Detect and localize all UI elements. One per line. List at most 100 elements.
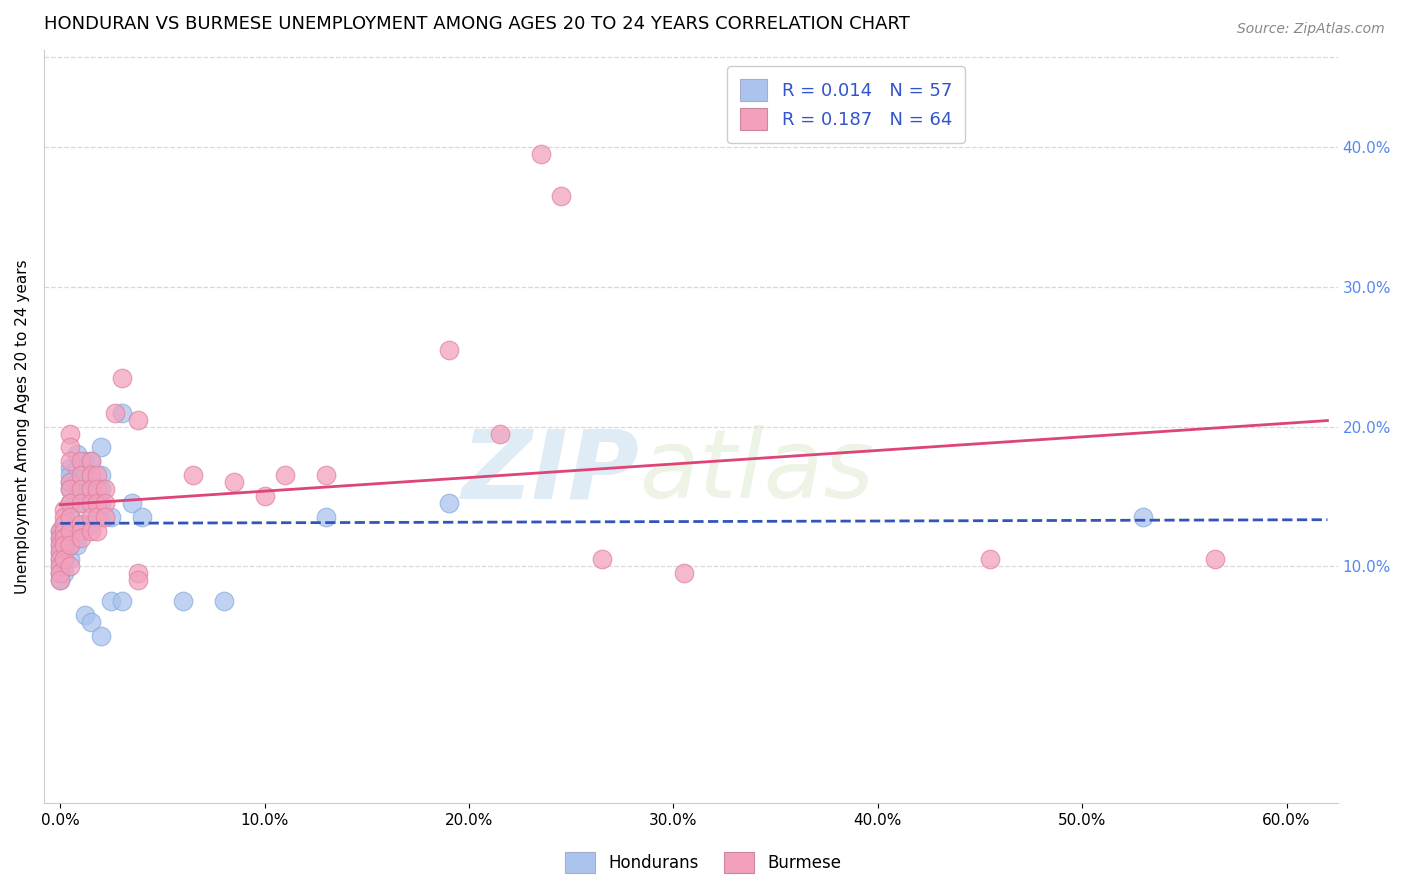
Point (69, 468, 91, 483)
Text: Source: ZipAtlas.com: Source: ZipAtlas.com (1237, 22, 1385, 37)
Point (49, 552, 72, 566)
Point (69, 524, 91, 538)
Point (59, 475, 82, 490)
Point (73, 496, 96, 510)
Point (49, 573, 72, 587)
Point (90, 468, 112, 483)
Text: ZIP: ZIP (461, 425, 638, 518)
Point (49, 524, 72, 538)
Point (49, 531, 72, 545)
Point (86, 483, 108, 497)
Point (59, 538, 82, 552)
Point (529, 147, 551, 161)
Point (80, 510, 103, 524)
Point (80, 496, 103, 510)
Point (80, 615, 103, 629)
Point (979, 552, 1001, 566)
Point (80, 517, 103, 532)
Point (65, 447, 87, 461)
Point (127, 566, 149, 580)
Point (121, 496, 143, 510)
Text: HONDURAN VS BURMESE UNEMPLOYMENT AMONG AGES 20 TO 24 YEARS CORRELATION CHART: HONDURAN VS BURMESE UNEMPLOYMENT AMONG A… (44, 15, 910, 33)
Point (212, 594, 235, 608)
Point (69, 454, 91, 468)
Point (80, 468, 103, 483)
Point (59, 468, 82, 483)
Point (80, 468, 103, 483)
Point (59, 475, 82, 490)
Point (172, 594, 194, 608)
Point (488, 426, 510, 441)
Point (59, 496, 82, 510)
Point (65, 461, 87, 475)
Point (53, 531, 76, 545)
Point (59, 461, 82, 475)
Point (94, 510, 117, 524)
Point (49, 524, 72, 538)
Point (131, 510, 153, 524)
Point (672, 566, 695, 580)
Point (80, 454, 103, 468)
Point (73, 607, 96, 622)
Point (90, 510, 112, 524)
Point (86, 510, 108, 524)
Point (69, 517, 91, 532)
Point (100, 510, 122, 524)
Point (591, 552, 613, 566)
Point (69, 496, 91, 510)
Point (65, 531, 87, 545)
Point (181, 468, 204, 483)
Point (90, 496, 112, 510)
Point (90, 629, 112, 643)
Point (253, 489, 276, 503)
Point (53, 524, 76, 538)
Point (49, 552, 72, 566)
Point (1204, 552, 1226, 566)
Point (59, 483, 82, 497)
Point (104, 406, 127, 420)
Point (80, 483, 103, 497)
Point (53, 552, 76, 566)
Point (53, 531, 76, 545)
Point (69, 531, 91, 545)
Point (49, 538, 72, 552)
Point (437, 496, 460, 510)
Point (59, 454, 82, 468)
Point (222, 475, 245, 490)
Point (69, 483, 91, 497)
Point (90, 483, 112, 497)
Point (65, 496, 87, 510)
Point (59, 496, 82, 510)
Point (94, 483, 117, 497)
Point (59, 510, 82, 524)
Point (127, 573, 149, 587)
Point (53, 510, 76, 524)
Point (86, 496, 108, 510)
Point (100, 594, 122, 608)
Point (86, 468, 108, 483)
Point (65, 475, 87, 490)
Legend: R = 0.014   N = 57, R = 0.187   N = 64: R = 0.014 N = 57, R = 0.187 N = 64 (727, 66, 965, 143)
Point (73, 483, 96, 497)
Y-axis label: Unemployment Among Ages 20 to 24 years: Unemployment Among Ages 20 to 24 years (15, 260, 30, 594)
Point (80, 524, 103, 538)
Point (59, 559, 82, 574)
Point (73, 454, 96, 468)
Point (110, 370, 132, 384)
Point (59, 552, 82, 566)
Point (59, 426, 82, 441)
Point (80, 483, 103, 497)
Point (80, 454, 103, 468)
Point (59, 441, 82, 455)
Point (59, 538, 82, 552)
Point (53, 517, 76, 532)
Point (315, 510, 337, 524)
Point (59, 510, 82, 524)
Point (73, 517, 96, 532)
Point (49, 545, 72, 559)
Point (90, 441, 112, 455)
Point (59, 483, 82, 497)
Point (110, 594, 132, 608)
Point (59, 524, 82, 538)
Point (65, 538, 87, 552)
